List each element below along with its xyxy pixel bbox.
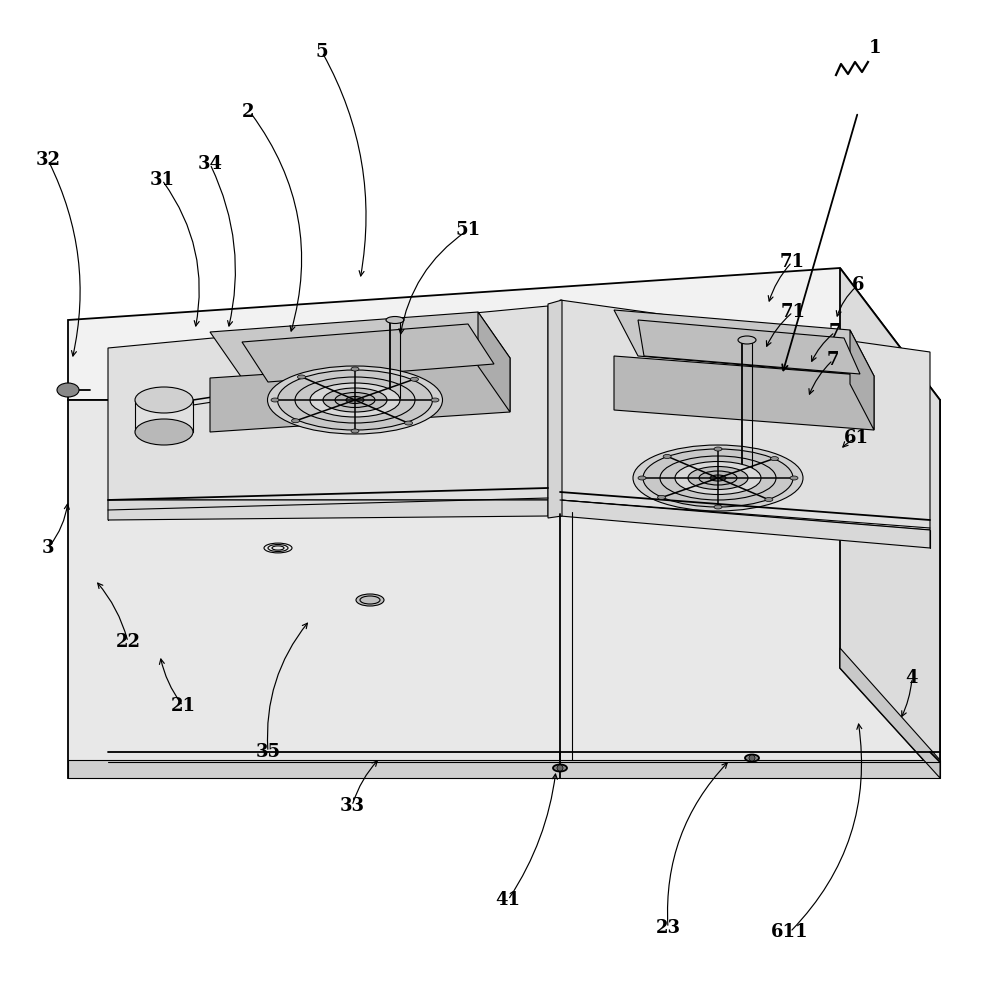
Ellipse shape [135,419,193,445]
Ellipse shape [633,445,803,511]
Ellipse shape [291,419,299,423]
Text: 7: 7 [829,323,841,341]
Polygon shape [548,300,562,518]
Ellipse shape [351,367,359,371]
Polygon shape [840,268,940,778]
Text: 51: 51 [455,221,480,239]
Ellipse shape [411,377,418,381]
Ellipse shape [745,754,759,762]
Ellipse shape [271,398,279,402]
Ellipse shape [431,398,439,402]
Text: 23: 23 [655,919,681,937]
Ellipse shape [710,475,726,481]
Polygon shape [108,306,548,500]
Ellipse shape [688,466,748,489]
Polygon shape [108,500,548,520]
Polygon shape [614,310,874,376]
Ellipse shape [405,421,413,425]
Polygon shape [242,324,494,382]
Text: 4: 4 [906,669,918,687]
Text: 7: 7 [827,351,839,369]
Ellipse shape [657,495,666,499]
Ellipse shape [356,594,384,606]
Polygon shape [614,356,874,430]
Polygon shape [560,300,930,530]
Text: 35: 35 [255,743,280,761]
Ellipse shape [638,476,646,480]
Ellipse shape [351,429,359,433]
Polygon shape [68,400,940,778]
Ellipse shape [553,764,567,772]
Text: 41: 41 [495,891,521,909]
Text: 71: 71 [780,303,805,321]
Ellipse shape [675,462,761,494]
Ellipse shape [663,454,671,458]
Ellipse shape [714,447,722,451]
Ellipse shape [764,498,773,502]
Ellipse shape [386,316,404,324]
Polygon shape [68,760,940,778]
Polygon shape [210,358,510,432]
Text: 32: 32 [36,151,61,169]
Polygon shape [68,268,940,400]
Text: 21: 21 [171,697,196,715]
Ellipse shape [267,366,442,434]
Text: 71: 71 [779,253,804,271]
Text: 611: 611 [771,923,809,941]
Text: 31: 31 [149,171,175,189]
Ellipse shape [297,375,305,379]
Polygon shape [478,312,510,412]
Ellipse shape [346,396,364,403]
Ellipse shape [770,457,778,461]
Text: 34: 34 [198,155,223,173]
Ellipse shape [790,476,798,480]
Ellipse shape [310,383,400,417]
Text: 3: 3 [42,539,55,557]
Ellipse shape [135,387,193,413]
Text: 61: 61 [844,429,869,447]
Text: 6: 6 [852,276,864,294]
Ellipse shape [714,505,722,509]
Ellipse shape [749,755,755,761]
Ellipse shape [557,765,563,771]
Polygon shape [840,648,940,778]
Ellipse shape [335,392,375,408]
Polygon shape [850,330,874,430]
Ellipse shape [323,388,387,412]
Ellipse shape [699,471,737,485]
Polygon shape [210,312,510,378]
Ellipse shape [277,370,432,430]
Text: 1: 1 [869,39,882,57]
Ellipse shape [643,449,793,507]
Text: 33: 33 [340,797,365,815]
Polygon shape [638,320,860,374]
Text: 22: 22 [115,633,140,651]
Text: 5: 5 [316,43,328,61]
Text: 2: 2 [242,103,254,121]
Polygon shape [560,500,930,548]
Ellipse shape [57,383,79,397]
Ellipse shape [738,336,756,344]
